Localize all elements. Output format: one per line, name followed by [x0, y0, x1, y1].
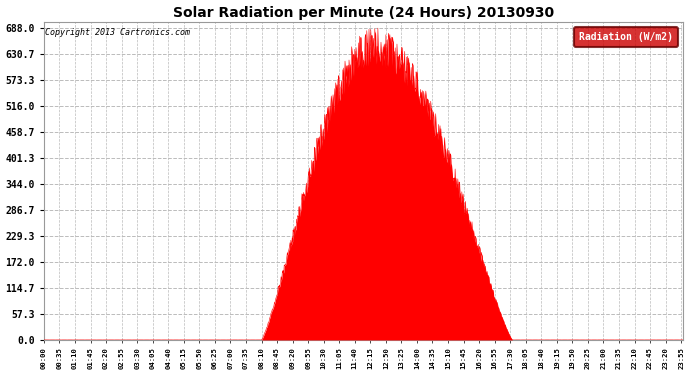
Title: Solar Radiation per Minute (24 Hours) 20130930: Solar Radiation per Minute (24 Hours) 20…	[173, 6, 554, 20]
Text: Copyright 2013 Cartronics.com: Copyright 2013 Cartronics.com	[46, 28, 190, 38]
Legend: Radiation (W/m2): Radiation (W/m2)	[574, 27, 678, 47]
